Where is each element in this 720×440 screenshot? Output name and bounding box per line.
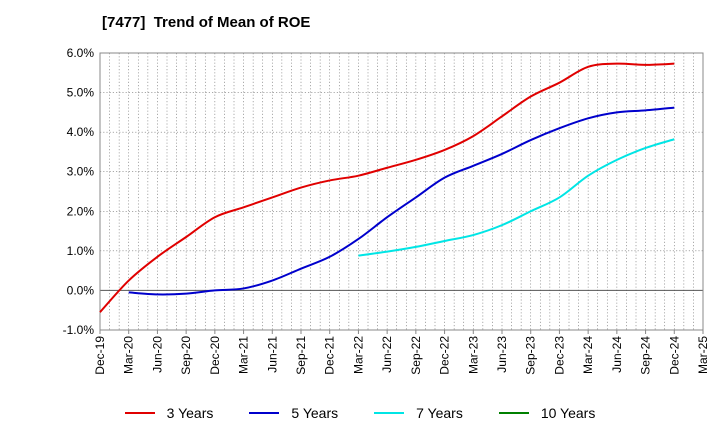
- y-tick-label: 5.0%: [67, 86, 95, 100]
- x-tick-label: Mar-20: [122, 336, 136, 374]
- x-tick-label: Jun-24: [610, 336, 624, 373]
- y-tick-label: 2.0%: [67, 204, 95, 218]
- legend-item-5-years: 5 Years: [249, 405, 338, 421]
- legend: 3 Years 5 Years 7 Years 10 Years: [0, 405, 720, 421]
- series-layer: [99, 62, 675, 313]
- x-tick-label: Sep-23: [524, 336, 538, 375]
- legend-item-3-years: 3 Years: [124, 405, 214, 421]
- x-tick-label: Sep-20: [179, 336, 193, 375]
- series-line-7-years: [358, 138, 675, 257]
- y-tick-label: 3.0%: [67, 165, 95, 179]
- y-tick-label: 1.0%: [67, 244, 95, 258]
- x-tick-label: Dec-23: [552, 336, 566, 375]
- x-tick-label: Dec-20: [208, 336, 222, 375]
- axis-layer: -1.0% 0.0% 1.0% 2.0% 3.0% 4.0% 5.0% 6.0% Dec-19 M…: [63, 46, 710, 375]
- y-tick-label: 0.0%: [67, 283, 95, 297]
- legend-swatch: [374, 412, 405, 414]
- legend-label: 5 Years: [291, 405, 339, 421]
- series-line-5-years: [128, 106, 675, 296]
- x-tick-label: Dec-19: [93, 336, 107, 375]
- x-tick-label: Sep-22: [409, 336, 423, 375]
- x-tick-label: Mar-25: [696, 336, 710, 374]
- x-tick-label: Sep-21: [294, 336, 308, 375]
- x-tick-label: Mar-22: [351, 336, 365, 374]
- x-tick-label: Jun-23: [495, 336, 509, 373]
- legend-swatch: [249, 412, 280, 414]
- chart-title: [7477] Trend of Mean of ROE: [102, 14, 311, 31]
- legend-label: 3 Years: [166, 405, 214, 421]
- grid-layer: [100, 52, 703, 331]
- x-tick-label: Jun-22: [380, 336, 394, 373]
- x-tick-label: Mar-21: [237, 336, 251, 374]
- y-tick-label: 4.0%: [67, 125, 95, 139]
- x-tick-label: Mar-23: [466, 336, 480, 374]
- x-tick-label: Jun-21: [265, 336, 279, 373]
- legend-label: 10 Years: [540, 405, 596, 421]
- x-tick-label: Dec-24: [667, 336, 681, 375]
- legend-label: 7 Years: [416, 405, 463, 421]
- x-tick-label: Dec-22: [438, 336, 452, 375]
- x-tick-label: Jun-20: [150, 336, 164, 373]
- legend-item-7-years: 7 Years: [374, 405, 463, 421]
- legend-item-10-years: 10 Years: [498, 405, 596, 421]
- legend-swatch: [498, 412, 529, 414]
- y-tick-label: -1.0%: [63, 323, 95, 337]
- plot-frame: [99, 52, 704, 331]
- x-tick-label: Mar-24: [581, 336, 595, 374]
- series-line-3-years: [99, 62, 675, 313]
- y-tick-label: 6.0%: [67, 46, 95, 60]
- x-tick-label: Sep-24: [639, 336, 653, 375]
- legend-swatch: [124, 412, 155, 414]
- x-tick-label: Dec-21: [323, 336, 337, 375]
